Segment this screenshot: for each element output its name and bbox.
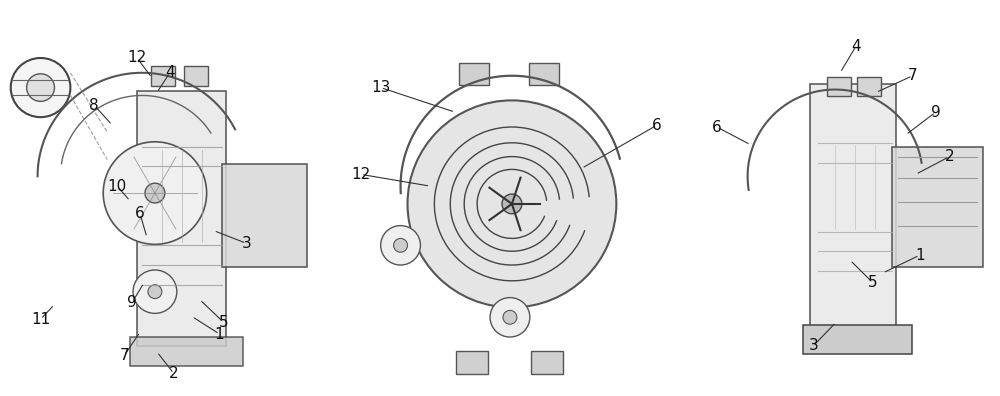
FancyBboxPatch shape [184, 66, 208, 86]
Text: 4: 4 [165, 65, 175, 80]
FancyBboxPatch shape [130, 337, 243, 366]
Circle shape [133, 270, 177, 313]
Text: 10: 10 [108, 179, 127, 194]
Text: 2: 2 [169, 366, 179, 381]
Circle shape [145, 183, 165, 203]
Circle shape [502, 194, 522, 214]
Circle shape [490, 297, 530, 337]
Text: 12: 12 [351, 167, 370, 182]
Text: 3: 3 [242, 236, 251, 251]
Text: 4: 4 [851, 39, 861, 54]
Text: 5: 5 [219, 315, 228, 330]
Text: 1: 1 [915, 248, 924, 263]
Circle shape [503, 310, 517, 324]
Text: 9: 9 [931, 105, 940, 120]
FancyBboxPatch shape [892, 147, 983, 267]
Text: 11: 11 [31, 312, 50, 327]
Circle shape [27, 74, 54, 101]
FancyBboxPatch shape [531, 351, 563, 375]
Text: 9: 9 [127, 295, 137, 310]
Circle shape [408, 101, 616, 307]
Text: 8: 8 [89, 98, 99, 113]
Circle shape [103, 142, 207, 244]
Text: 3: 3 [808, 339, 818, 353]
FancyBboxPatch shape [810, 84, 896, 332]
FancyBboxPatch shape [222, 164, 307, 267]
Text: 12: 12 [127, 51, 147, 65]
FancyBboxPatch shape [151, 66, 175, 86]
Circle shape [11, 58, 70, 117]
Circle shape [148, 285, 162, 299]
Text: 7: 7 [908, 68, 918, 83]
FancyBboxPatch shape [803, 325, 912, 354]
Text: 7: 7 [119, 348, 129, 363]
Text: 5: 5 [868, 275, 878, 290]
Text: 1: 1 [215, 327, 224, 342]
FancyBboxPatch shape [456, 351, 488, 375]
Text: 6: 6 [135, 206, 145, 221]
FancyBboxPatch shape [459, 63, 489, 85]
Circle shape [394, 238, 408, 252]
Circle shape [381, 226, 420, 265]
FancyBboxPatch shape [857, 77, 881, 97]
FancyBboxPatch shape [529, 63, 559, 85]
Text: 13: 13 [371, 80, 390, 95]
Text: 6: 6 [712, 120, 722, 135]
FancyBboxPatch shape [137, 91, 226, 346]
Text: 6: 6 [652, 118, 662, 133]
Text: 2: 2 [945, 149, 954, 164]
FancyBboxPatch shape [827, 77, 851, 97]
